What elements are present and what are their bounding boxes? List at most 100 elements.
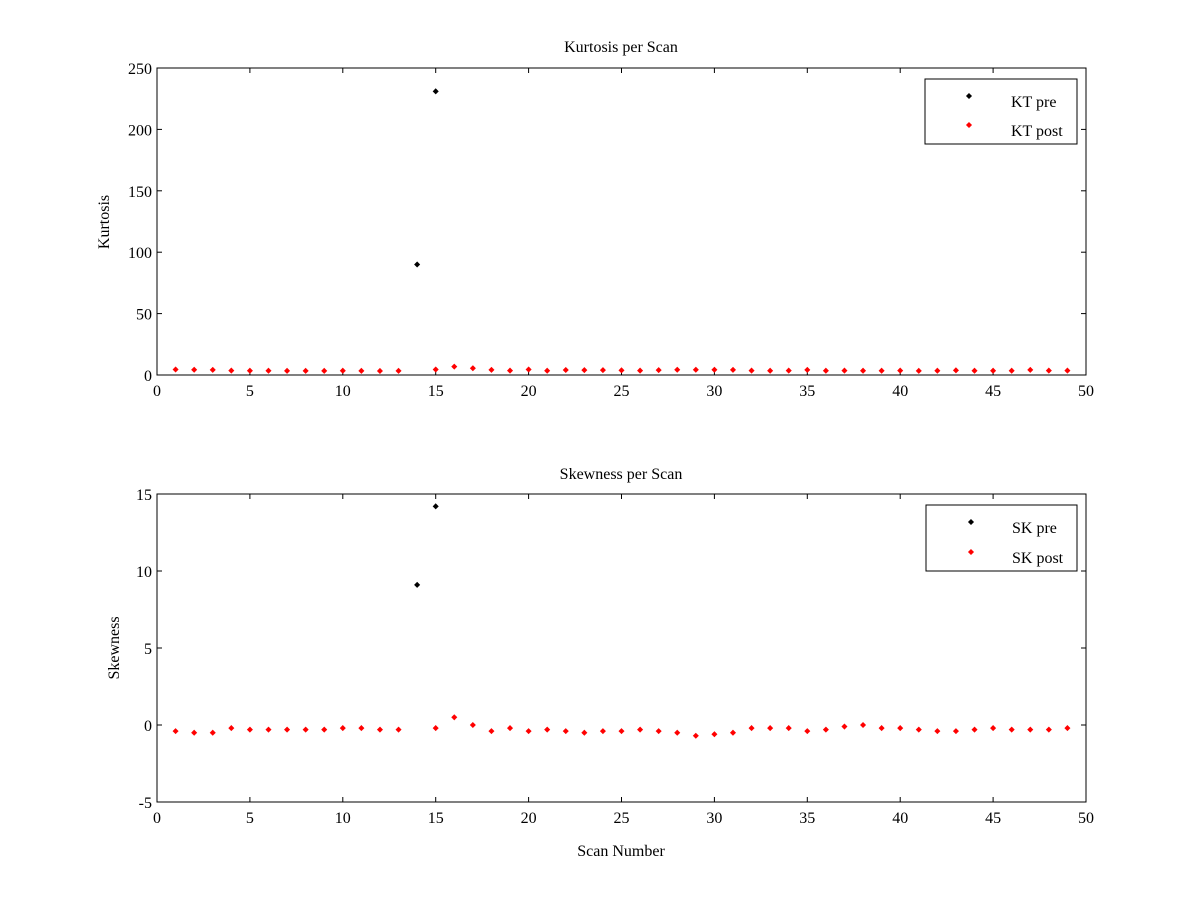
data-point — [395, 726, 402, 733]
data-point — [822, 726, 829, 733]
x-tick-label: 40 — [892, 383, 908, 400]
legend: SK pre SK post — [925, 504, 1078, 572]
data-point — [952, 728, 959, 735]
legend-label-kt-pre: KT pre — [1011, 94, 1056, 111]
data-point — [321, 367, 328, 374]
data-point — [581, 367, 588, 374]
data-point — [915, 726, 922, 733]
data-point — [692, 366, 699, 373]
data-point — [432, 88, 439, 95]
x-tick-label: 50 — [1078, 810, 1094, 827]
data-point — [358, 725, 365, 732]
data-point — [990, 725, 997, 732]
legend-box — [925, 504, 1078, 572]
data-point — [897, 367, 904, 374]
data-point — [376, 726, 383, 733]
legend-label-sk-pre: SK pre — [1012, 520, 1057, 537]
data-point — [878, 725, 885, 732]
data-point — [376, 367, 383, 374]
data-point — [952, 367, 959, 374]
data-point — [878, 367, 885, 374]
data-point — [971, 367, 978, 374]
data-point — [284, 367, 291, 374]
x-tick-labels: 0 5 10 15 20 25 30 35 40 45 50 — [153, 383, 1094, 400]
axis-ticks — [156, 493, 1087, 803]
y-tick-label: -5 — [139, 795, 152, 812]
data-point — [785, 367, 792, 374]
x-tick-label: 50 — [1078, 383, 1094, 400]
data-point — [228, 367, 235, 374]
data-point — [321, 726, 328, 733]
data-point — [860, 721, 867, 729]
data-point — [395, 367, 402, 374]
data-point — [674, 729, 681, 736]
x-tick-label: 5 — [246, 810, 254, 827]
y-tick-label: 15 — [136, 487, 152, 504]
legend-label-sk-post: SK post — [1012, 550, 1064, 567]
data-point — [172, 728, 179, 735]
data-point — [1008, 367, 1015, 374]
x-tick-label: 0 — [153, 383, 161, 400]
data-point — [748, 725, 755, 732]
data-point — [804, 728, 811, 735]
legend-marker-point — [965, 92, 973, 100]
data-point — [432, 503, 439, 510]
x-tick-label: 5 — [246, 383, 254, 400]
data-point — [729, 366, 737, 373]
data-point — [302, 367, 309, 374]
data-point — [1045, 367, 1052, 374]
data-point — [711, 731, 718, 738]
chart-title: Skewness per Scan — [560, 466, 683, 483]
data-point — [841, 367, 848, 374]
x-tick-label: 35 — [799, 810, 815, 827]
data-point — [990, 367, 997, 374]
x-tick-label: 30 — [706, 810, 722, 827]
data-point — [934, 367, 941, 374]
x-tick-label: 45 — [985, 383, 1001, 400]
data-point — [246, 726, 253, 733]
x-tick-label: 15 — [428, 810, 444, 827]
data-points — [172, 503, 1071, 739]
x-tick-label: 10 — [335, 383, 351, 400]
data-point — [209, 366, 216, 373]
y-axis-label: Skewness — [106, 616, 123, 679]
data-point — [339, 367, 346, 374]
data-point — [637, 726, 644, 733]
data-point — [822, 367, 829, 374]
x-tick-label: 20 — [521, 810, 537, 827]
y-tick-label: 250 — [128, 61, 152, 78]
data-point — [451, 363, 458, 370]
data-point — [432, 366, 439, 373]
data-point — [692, 732, 699, 739]
data-point — [525, 728, 532, 735]
data-point — [525, 366, 532, 373]
x-tick-label: 30 — [706, 383, 722, 400]
x-tick-labels: 0 5 10 15 20 25 30 35 40 45 50 — [153, 810, 1094, 827]
x-tick-label: 20 — [521, 383, 537, 400]
y-tick-label: 0 — [144, 368, 152, 385]
data-point — [469, 721, 476, 729]
legend: KT pre KT post — [924, 78, 1078, 145]
data-point — [785, 725, 792, 732]
data-point — [897, 725, 904, 732]
y-tick-label: 200 — [128, 122, 152, 139]
chart-title: Kurtosis per Scan — [564, 39, 678, 56]
data-point — [1045, 726, 1052, 733]
data-point — [246, 367, 253, 374]
legend-label-kt-post: KT post — [1011, 123, 1063, 140]
legend-marker-sk-post — [967, 548, 975, 556]
y-tick-labels: 0 50 100 150 200 250 — [128, 61, 152, 385]
data-point — [506, 725, 514, 732]
data-point — [1027, 366, 1034, 373]
legend-box — [924, 78, 1078, 145]
data-point — [729, 729, 737, 736]
x-tick-label: 35 — [799, 383, 815, 400]
data-point — [1008, 726, 1015, 733]
x-tick-label: 25 — [614, 810, 630, 827]
legend-marker-kt-pre — [965, 92, 973, 100]
data-points — [172, 88, 1071, 374]
data-point — [767, 725, 774, 732]
data-point — [804, 366, 811, 373]
data-point — [599, 728, 606, 735]
data-point — [302, 726, 309, 733]
